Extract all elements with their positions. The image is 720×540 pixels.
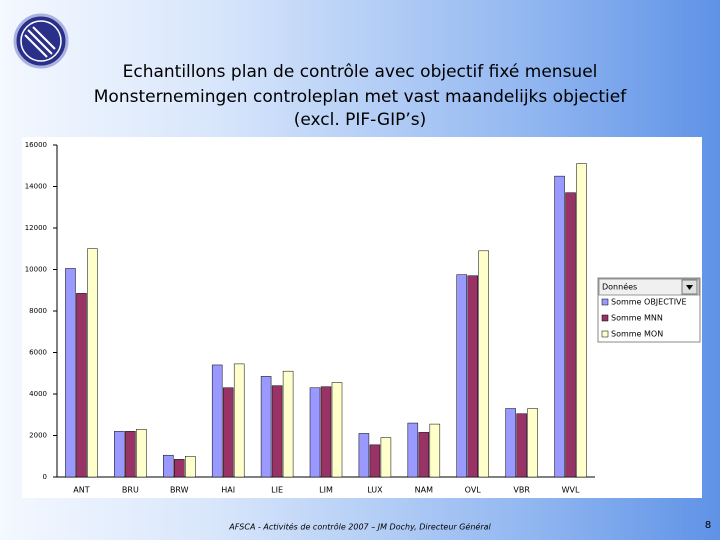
bar [114,431,125,478]
bar [527,408,538,478]
bar [174,459,185,478]
bar [125,431,136,478]
y-tick-label: 12000 [25,224,47,232]
y-tick-label: 4000 [29,390,47,398]
x-tick-label: OVL [465,486,482,495]
legend-label: Somme MNN [611,314,663,323]
bar [429,423,441,478]
chart-title: Monsternemingen controleplan met vast ma… [94,87,627,107]
x-tick-label: BRW [170,486,189,495]
bar [554,175,565,478]
bar [222,387,234,478]
bar [505,408,516,478]
y-tick-label: 6000 [29,349,47,357]
bar [65,268,76,478]
legend-header [598,278,700,296]
bar [271,385,283,478]
chart-title: (excl. PIF-GIP’s) [294,110,427,130]
legend-swatch [601,330,609,338]
legend-label: Somme MON [611,330,663,339]
logo [13,13,69,69]
legend-swatch [601,298,609,306]
bar [163,454,174,478]
bar [136,429,147,478]
bar [358,433,370,478]
y-tick-label: 8000 [29,307,47,315]
y-tick-label: 0 [43,473,47,481]
y-tick-label: 14000 [25,183,47,191]
x-tick-label: NAM [415,486,433,495]
bar [467,275,478,478]
bar [309,387,321,478]
bar [565,192,576,478]
bar [418,432,430,478]
bar [87,248,98,478]
x-tick-label: ANT [73,486,89,495]
bar [380,437,392,478]
x-tick-label: BRU [122,486,139,495]
y-tick-label: 2000 [29,432,47,440]
bar [282,370,294,478]
bar [260,376,272,478]
x-tick-label: VBR [513,486,530,495]
x-tick-label: HAI [221,486,235,495]
bar [369,444,381,478]
bar [211,364,223,478]
bar [407,422,419,478]
bar [478,250,489,478]
footer: AFSCA - Activités de contrôle 2007 – JM … [228,522,491,532]
legend-title: Données [602,282,637,292]
x-tick-label: LIM [319,486,333,495]
bar [185,456,196,478]
bar [576,163,587,478]
chart-title: Echantillons plan de contrôle avec objec… [123,62,598,82]
legend-label: Somme OBJECTIVE [611,298,687,307]
bar [76,293,87,478]
y-tick-label: 10000 [25,266,47,274]
x-tick-label: WVL [562,486,580,495]
bar [233,363,245,478]
y-tick-label: 16000 [25,141,47,149]
bar [320,386,332,478]
bar [516,413,527,478]
x-tick-label: LIE [271,486,283,495]
bar [456,274,467,478]
legend: Données [597,277,701,343]
bar [331,382,343,478]
x-tick-label: LUX [367,486,383,495]
dropdown-arrow [686,285,693,290]
legend-swatch [601,314,609,322]
page-number: 8 [705,520,711,531]
